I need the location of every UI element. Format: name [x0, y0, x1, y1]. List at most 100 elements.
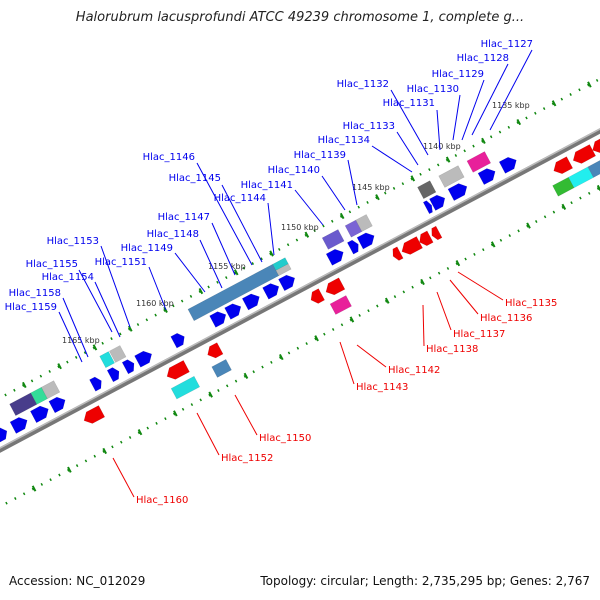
forward-gene-arrow[interactable]: [224, 301, 244, 320]
reverse-gene-arrow[interactable]: [390, 246, 404, 262]
forward-gene-arrow[interactable]: [325, 246, 346, 266]
gene-box-steelblue[interactable]: [211, 359, 232, 378]
reverse-gene-arrow[interactable]: [81, 405, 106, 426]
gene-label-forward[interactable]: Hlac_1144: [214, 193, 266, 204]
gene-label-forward[interactable]: Hlac_1145: [169, 173, 221, 184]
gene-label-reverse[interactable]: Hlac_1138: [426, 344, 478, 355]
forward-gene-arrow[interactable]: [346, 238, 361, 255]
forward-gene-arrow[interactable]: [422, 199, 434, 215]
forward-gene-arrow[interactable]: [241, 291, 262, 311]
forward-gene-arrow[interactable]: [30, 403, 51, 424]
forward-gene-arrow[interactable]: [498, 154, 519, 174]
major-tick: [375, 194, 380, 201]
gene-label-forward[interactable]: Hlac_1153: [47, 236, 99, 247]
major-tick: [233, 269, 239, 276]
gene-label-reverse[interactable]: Hlac_1135: [505, 298, 557, 309]
gene-box-cyan[interactable]: [99, 351, 115, 369]
gene-label-forward[interactable]: Hlac_1128: [457, 53, 509, 64]
gene-label-reverse[interactable]: Hlac_1150: [259, 433, 311, 444]
forward-gene-arrow[interactable]: [89, 375, 105, 392]
gene-box-darkgrey[interactable]: [417, 180, 437, 200]
forward-gene-arrow[interactable]: [447, 181, 470, 201]
gene-label-forward[interactable]: Hlac_1147: [158, 212, 210, 223]
gene-box-grey[interactable]: [275, 263, 292, 277]
major-tick: [410, 175, 416, 182]
gene-label-forward[interactable]: Hlac_1155: [26, 259, 78, 270]
major-tick: [208, 391, 213, 398]
gene-label-forward[interactable]: Hlac_1133: [343, 121, 395, 132]
gene-label-forward[interactable]: Hlac_1146: [143, 152, 195, 163]
gene-label-forward[interactable]: Hlac_1127: [481, 39, 533, 50]
gene-label-reverse[interactable]: Hlac_1152: [221, 453, 273, 464]
reverse-gene-arrow[interactable]: [164, 360, 190, 382]
reverse-gene-arrow[interactable]: [590, 135, 600, 156]
leader-line: [94, 281, 121, 338]
gene-label-forward[interactable]: Hlac_1134: [318, 135, 370, 146]
reverse-gene-arrow[interactable]: [399, 236, 423, 257]
forward-gene-arrow[interactable]: [429, 192, 447, 211]
gene-box-cyan[interactable]: [170, 375, 201, 400]
reverse-gene-arrow[interactable]: [308, 288, 325, 306]
leader-line: [58, 311, 83, 363]
major-tick: [269, 250, 274, 257]
major-tick: [279, 353, 284, 361]
gene-label-reverse[interactable]: Hlac_1160: [136, 495, 188, 506]
gene-label-forward[interactable]: Hlac_1148: [147, 229, 199, 240]
reverse-gene-arrow[interactable]: [417, 230, 434, 248]
forward-gene-arrow[interactable]: [356, 230, 377, 250]
forward-gene-arrow[interactable]: [278, 272, 297, 292]
gene-box-grey[interactable]: [109, 345, 127, 363]
leader-line: [422, 304, 425, 347]
gene-box-magenta[interactable]: [329, 295, 352, 315]
major-tick: [57, 363, 62, 370]
major-tick: [587, 81, 592, 88]
reverse-gene-arrow[interactable]: [551, 156, 574, 177]
leader-line: [371, 145, 413, 173]
gene-label-reverse[interactable]: Hlac_1136: [480, 313, 532, 324]
major-tick: [31, 485, 37, 492]
major-tick: [198, 287, 204, 295]
gene-box-grey[interactable]: [438, 165, 465, 188]
forward-gene-arrow[interactable]: [262, 281, 282, 300]
forward-gene-arrow[interactable]: [48, 394, 68, 414]
gene-label-reverse[interactable]: Hlac_1137: [453, 329, 505, 340]
forward-gene-arrow[interactable]: [9, 415, 30, 434]
forward-gene-arrow[interactable]: [477, 166, 498, 186]
topology-text: Topology: circular; Length: 2,735,295 bp…: [260, 574, 590, 588]
gene-label-forward[interactable]: Hlac_1159: [5, 302, 57, 313]
forward-gene-arrow[interactable]: [106, 366, 122, 383]
gene-label-forward[interactable]: Hlac_1139: [294, 150, 346, 161]
gene-label-forward[interactable]: Hlac_1132: [337, 79, 389, 90]
gene-box-purple[interactable]: [344, 219, 363, 238]
gene-label-forward[interactable]: Hlac_1140: [268, 165, 320, 176]
gene-label-reverse[interactable]: Hlac_1143: [356, 382, 408, 393]
major-tick: [384, 297, 390, 304]
reverse-gene-arrow[interactable]: [570, 144, 597, 166]
gene-label-forward[interactable]: Hlac_1151: [95, 257, 147, 268]
gene-label-forward[interactable]: Hlac_1158: [9, 288, 61, 299]
gene-label-forward[interactable]: Hlac_1149: [121, 243, 173, 254]
gene-label-forward[interactable]: Hlac_1129: [432, 69, 484, 80]
forward-gene-arrow[interactable]: [134, 348, 155, 368]
gene-label-forward[interactable]: Hlac_1130: [407, 84, 459, 95]
major-tick: [102, 447, 107, 455]
reverse-gene-arrow[interactable]: [323, 277, 346, 298]
gene-box-magenta[interactable]: [466, 151, 492, 173]
gene-box-grey[interactable]: [41, 380, 61, 400]
gene-box-purple[interactable]: [321, 229, 345, 250]
leader-line: [436, 109, 441, 151]
forward-gene-arrow[interactable]: [121, 358, 137, 375]
gene-label-forward[interactable]: Hlac_1154: [42, 272, 94, 283]
leader-line: [196, 162, 253, 266]
reverse-gene-arrow[interactable]: [205, 342, 224, 361]
reverse-gene-arrow[interactable]: [429, 225, 443, 241]
forward-gene-arrow[interactable]: [170, 331, 188, 349]
gene-label-reverse[interactable]: Hlac_1142: [388, 365, 440, 376]
gene-box-steelblue[interactable]: [587, 152, 600, 178]
gene-label-forward[interactable]: Hlac_1131: [383, 98, 435, 109]
forward-gene-arrow[interactable]: [209, 309, 229, 328]
forward-gene-arrow[interactable]: [0, 425, 10, 443]
gene-label-forward[interactable]: Hlac_1141: [241, 180, 293, 191]
